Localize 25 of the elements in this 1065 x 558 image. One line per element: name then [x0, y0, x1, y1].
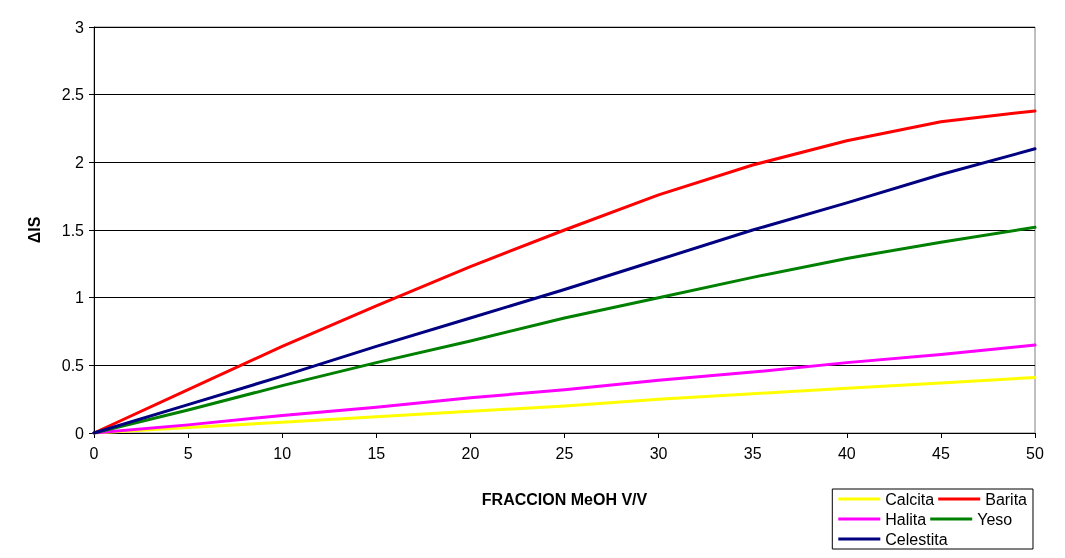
y-tick-label: 2.5 [61, 86, 85, 104]
legend-label: Halita [885, 510, 927, 528]
x-tick-label: 15 [367, 444, 386, 462]
x-tick-label: 40 [837, 444, 856, 462]
x-tick-label: 0 [89, 444, 99, 462]
x-tick-label: 10 [273, 444, 292, 462]
legend-label: Yeso [977, 510, 1013, 528]
y-axis-title: ΔIS [25, 216, 43, 244]
y-tick-label: 3 [75, 18, 85, 36]
x-tick-label: 50 [1026, 444, 1044, 462]
y-tick-label: 0.5 [61, 356, 85, 374]
y-tick-label: 1 [75, 289, 85, 307]
x-tick-label: 20 [461, 444, 480, 462]
x-tick-label: 5 [183, 444, 193, 462]
legend-label: Barita [985, 490, 1028, 508]
y-tick-label: 1.5 [61, 221, 85, 239]
x-tick-label: 25 [555, 444, 574, 462]
y-tick-label: 2 [75, 153, 85, 171]
legend-label: Celestita [885, 530, 948, 548]
y-tick-label: 0 [75, 424, 85, 442]
x-tick-label: 45 [932, 444, 950, 462]
legend-label: Calcita [885, 490, 935, 508]
x-tick-label: 30 [649, 444, 668, 462]
x-axis-title: FRACCION MeOH V/V [481, 490, 648, 508]
x-tick-label: 35 [743, 444, 762, 462]
